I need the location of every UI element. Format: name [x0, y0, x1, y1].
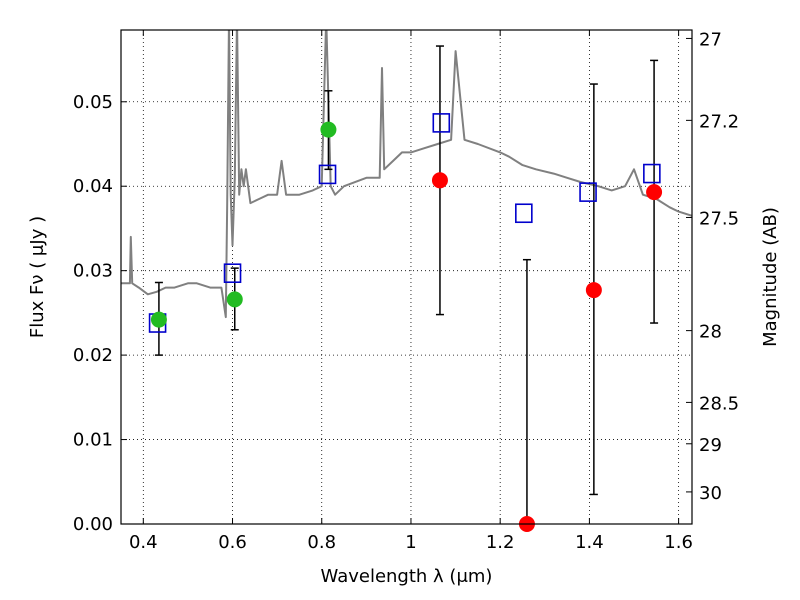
- spectrum-line: [121, 30, 692, 319]
- upper-flux-point: [431, 172, 448, 189]
- mag-tick-label: 28: [699, 322, 722, 343]
- y-tick-label: 0.05: [73, 92, 113, 113]
- y-axis-label: Flux Fν ( μJy ): [27, 216, 48, 338]
- model-square-marker: [515, 203, 533, 224]
- x-tick-label: 1.6: [664, 532, 693, 553]
- tick-layer: 0.4 0.6 0.8 1 1.2 1.4 1.6 0.00 0.01 0.02 0.03 0.04 0…: [73, 29, 739, 553]
- model-square-marker: [432, 113, 451, 133]
- x-axis-label: Wavelength λ (μm): [321, 566, 493, 587]
- y-tick-label: 0.02: [73, 345, 113, 366]
- upper-flux-point: [646, 184, 663, 201]
- model-square-marker: [579, 182, 597, 202]
- plot-frame: [120, 29, 693, 525]
- x-tick-label: 0.8: [307, 532, 336, 553]
- y-tick-label: 0.03: [73, 261, 113, 282]
- x-tick-label: 1: [405, 532, 416, 553]
- mag-tick-label: 28.5: [699, 393, 739, 414]
- mag-tick-label: 27.2: [699, 111, 739, 132]
- y-tick-label: 0.01: [73, 430, 113, 451]
- x-tick-label: 0.4: [129, 532, 158, 553]
- spectrum-layer: [121, 30, 692, 319]
- upper-flux-point: [585, 282, 602, 299]
- y-tick-label: 0.00: [73, 514, 113, 535]
- model-square-marker: [223, 263, 242, 284]
- mag-tick-label: 27: [699, 29, 722, 50]
- x-tick-label: 1.2: [486, 532, 515, 553]
- detected-flux-point: [226, 291, 243, 308]
- y-tick-label: 0.04: [73, 176, 113, 197]
- x-tick-label: 0.6: [218, 532, 247, 553]
- points-layer: [148, 113, 663, 532]
- mag-tick-label: 27.5: [699, 208, 739, 229]
- right-axis-label: Magnitude (AB): [760, 207, 781, 347]
- detected-flux-point: [150, 311, 167, 328]
- x-tick-label: 1.4: [575, 532, 604, 553]
- grid-lines: [121, 30, 692, 525]
- detected-flux-point: [320, 121, 337, 138]
- mag-tick-label: 30: [699, 483, 722, 504]
- model-square-marker: [318, 164, 337, 185]
- mag-tick-label: 29: [699, 435, 722, 456]
- model-square-marker: [643, 163, 661, 184]
- axes-border: [120, 29, 693, 525]
